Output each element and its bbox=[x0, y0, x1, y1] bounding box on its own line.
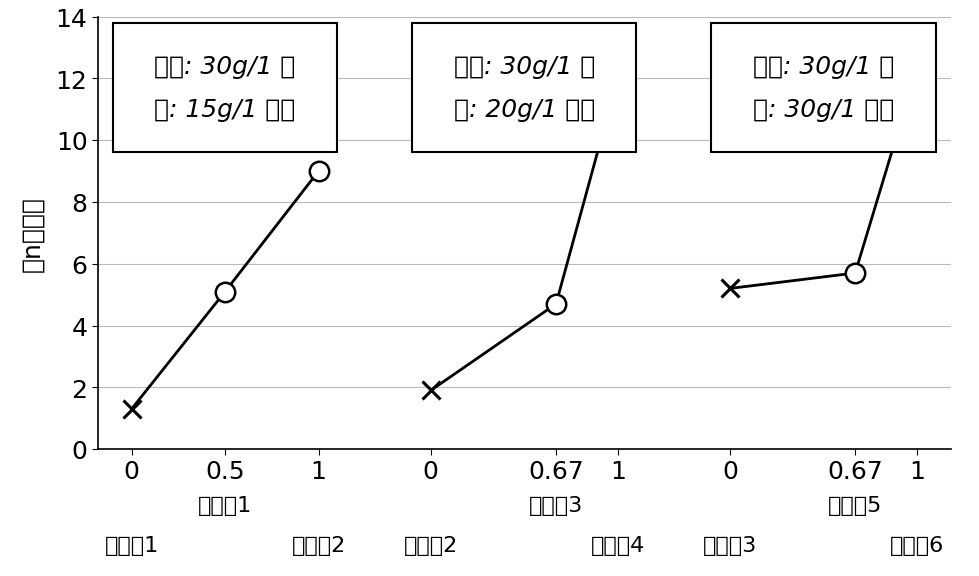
FancyBboxPatch shape bbox=[711, 24, 935, 153]
FancyBboxPatch shape bbox=[113, 24, 337, 153]
Text: 实施例6: 实施例6 bbox=[889, 536, 943, 556]
Y-axis label: 皿n：重量: 皿n：重量 bbox=[21, 195, 45, 271]
Text: 比较例2: 比较例2 bbox=[403, 536, 457, 556]
Text: 磷酸: 30g/1 和
锌: 20g/1 系统: 磷酸: 30g/1 和 锌: 20g/1 系统 bbox=[453, 55, 594, 122]
Text: 实施例2: 实施例2 bbox=[291, 536, 346, 556]
Text: 比较例3: 比较例3 bbox=[702, 536, 757, 556]
Text: 实施例5: 实施例5 bbox=[827, 495, 881, 516]
Text: 实施例1: 实施例1 bbox=[198, 495, 252, 516]
FancyBboxPatch shape bbox=[412, 24, 635, 153]
Text: 比较例1: 比较例1 bbox=[105, 536, 159, 556]
Text: 磷酸: 30g/1 和
锌: 30g/1 系统: 磷酸: 30g/1 和 锌: 30g/1 系统 bbox=[752, 55, 893, 122]
Text: 实施例3: 实施例3 bbox=[529, 495, 583, 516]
Text: 实施例4: 实施例4 bbox=[590, 536, 644, 556]
Text: 磷酸: 30g/1 和
锌: 15g/1 系统: 磷酸: 30g/1 和 锌: 15g/1 系统 bbox=[155, 55, 296, 122]
